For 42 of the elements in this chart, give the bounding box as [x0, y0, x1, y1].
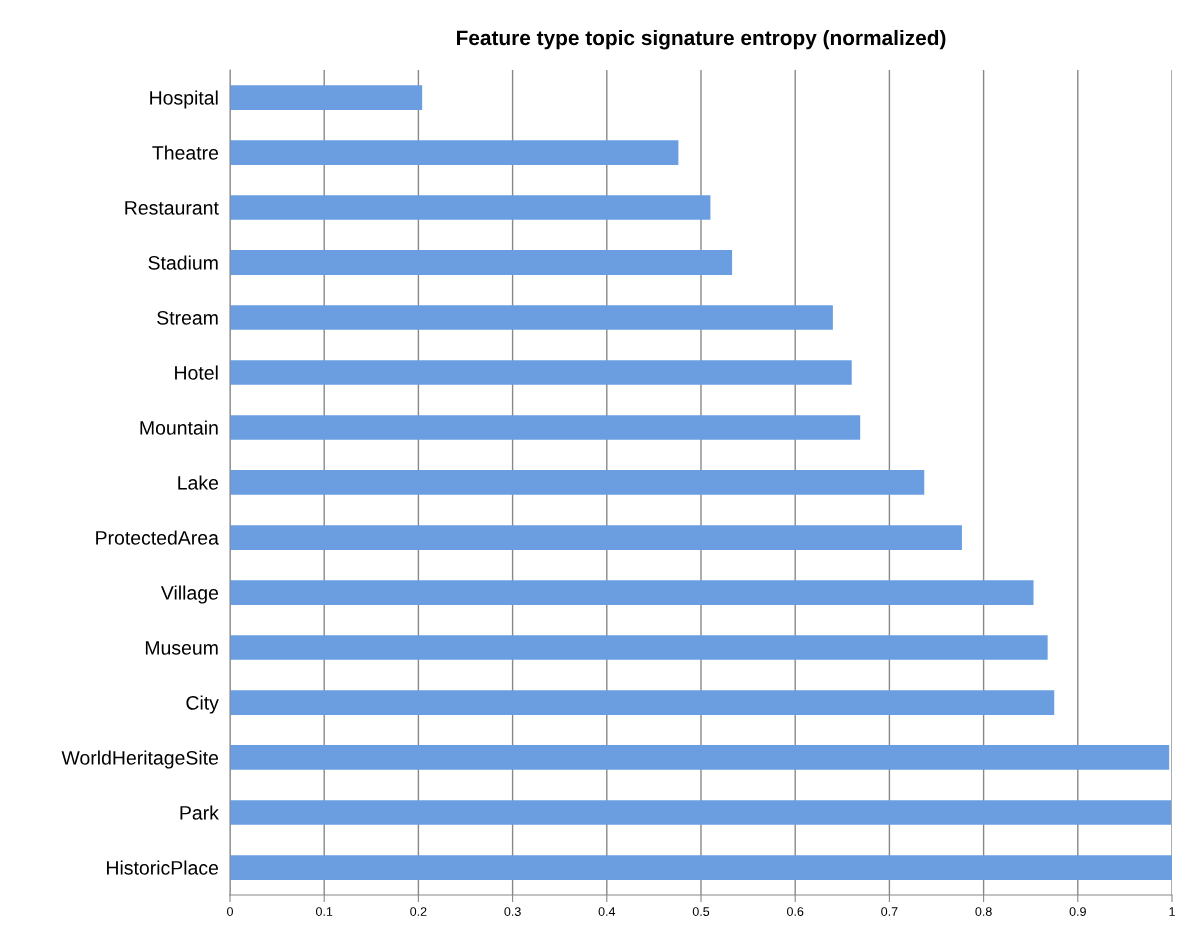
y-tick-label: Theatre [152, 145, 219, 160]
x-tick-label: 1 [1169, 907, 1175, 916]
bar [230, 360, 852, 385]
x-tick-label: 0.3 [504, 907, 521, 916]
x-tick-label: 0.1 [316, 907, 333, 916]
chart-title: Feature type topic signature entropy (normalized) [457, 29, 946, 50]
y-tick-label: HistoricPlace [107, 860, 219, 875]
x-tick-label: 0.7 [881, 907, 898, 916]
x-tick-label: 0 [227, 907, 233, 916]
bar [230, 800, 1172, 825]
y-tick-label: Hotel [175, 365, 218, 380]
y-tick-label: City [186, 695, 219, 714]
bar [230, 855, 1172, 880]
x-tick-label: 0.8 [975, 907, 992, 916]
bar [230, 195, 711, 220]
bar [230, 305, 833, 330]
y-tick-label: Park [180, 805, 219, 820]
y-tick-label: Village [160, 585, 219, 604]
bar [230, 85, 423, 110]
y-tick-label: Lake [178, 475, 219, 490]
bar [230, 525, 962, 550]
x-tick-label: 0.4 [598, 907, 616, 916]
bar [230, 690, 1055, 715]
bar [230, 470, 925, 495]
x-tick-label: 0.9 [1069, 907, 1086, 916]
x-tick-label: 0.6 [787, 907, 804, 916]
bar [230, 415, 861, 440]
y-tick-label: Mountain [140, 420, 218, 435]
y-tick-label: Museum [145, 641, 218, 655]
x-tick-label: 0.2 [410, 907, 427, 916]
bar [230, 745, 1170, 770]
y-tick-label: ProtectedArea [96, 530, 219, 545]
y-tick-label: WorldHeritageSite [61, 750, 219, 769]
bar [230, 580, 1034, 605]
y-tick-label: Stream [157, 310, 218, 325]
y-tick-label: Hospital [150, 90, 218, 109]
x-tick-label: 0.5 [692, 907, 710, 916]
bar [230, 635, 1048, 660]
bar [230, 250, 733, 275]
bar [230, 140, 679, 165]
y-tick-label: Restaurant [125, 201, 219, 215]
y-tick-label: Stadium [148, 255, 218, 270]
